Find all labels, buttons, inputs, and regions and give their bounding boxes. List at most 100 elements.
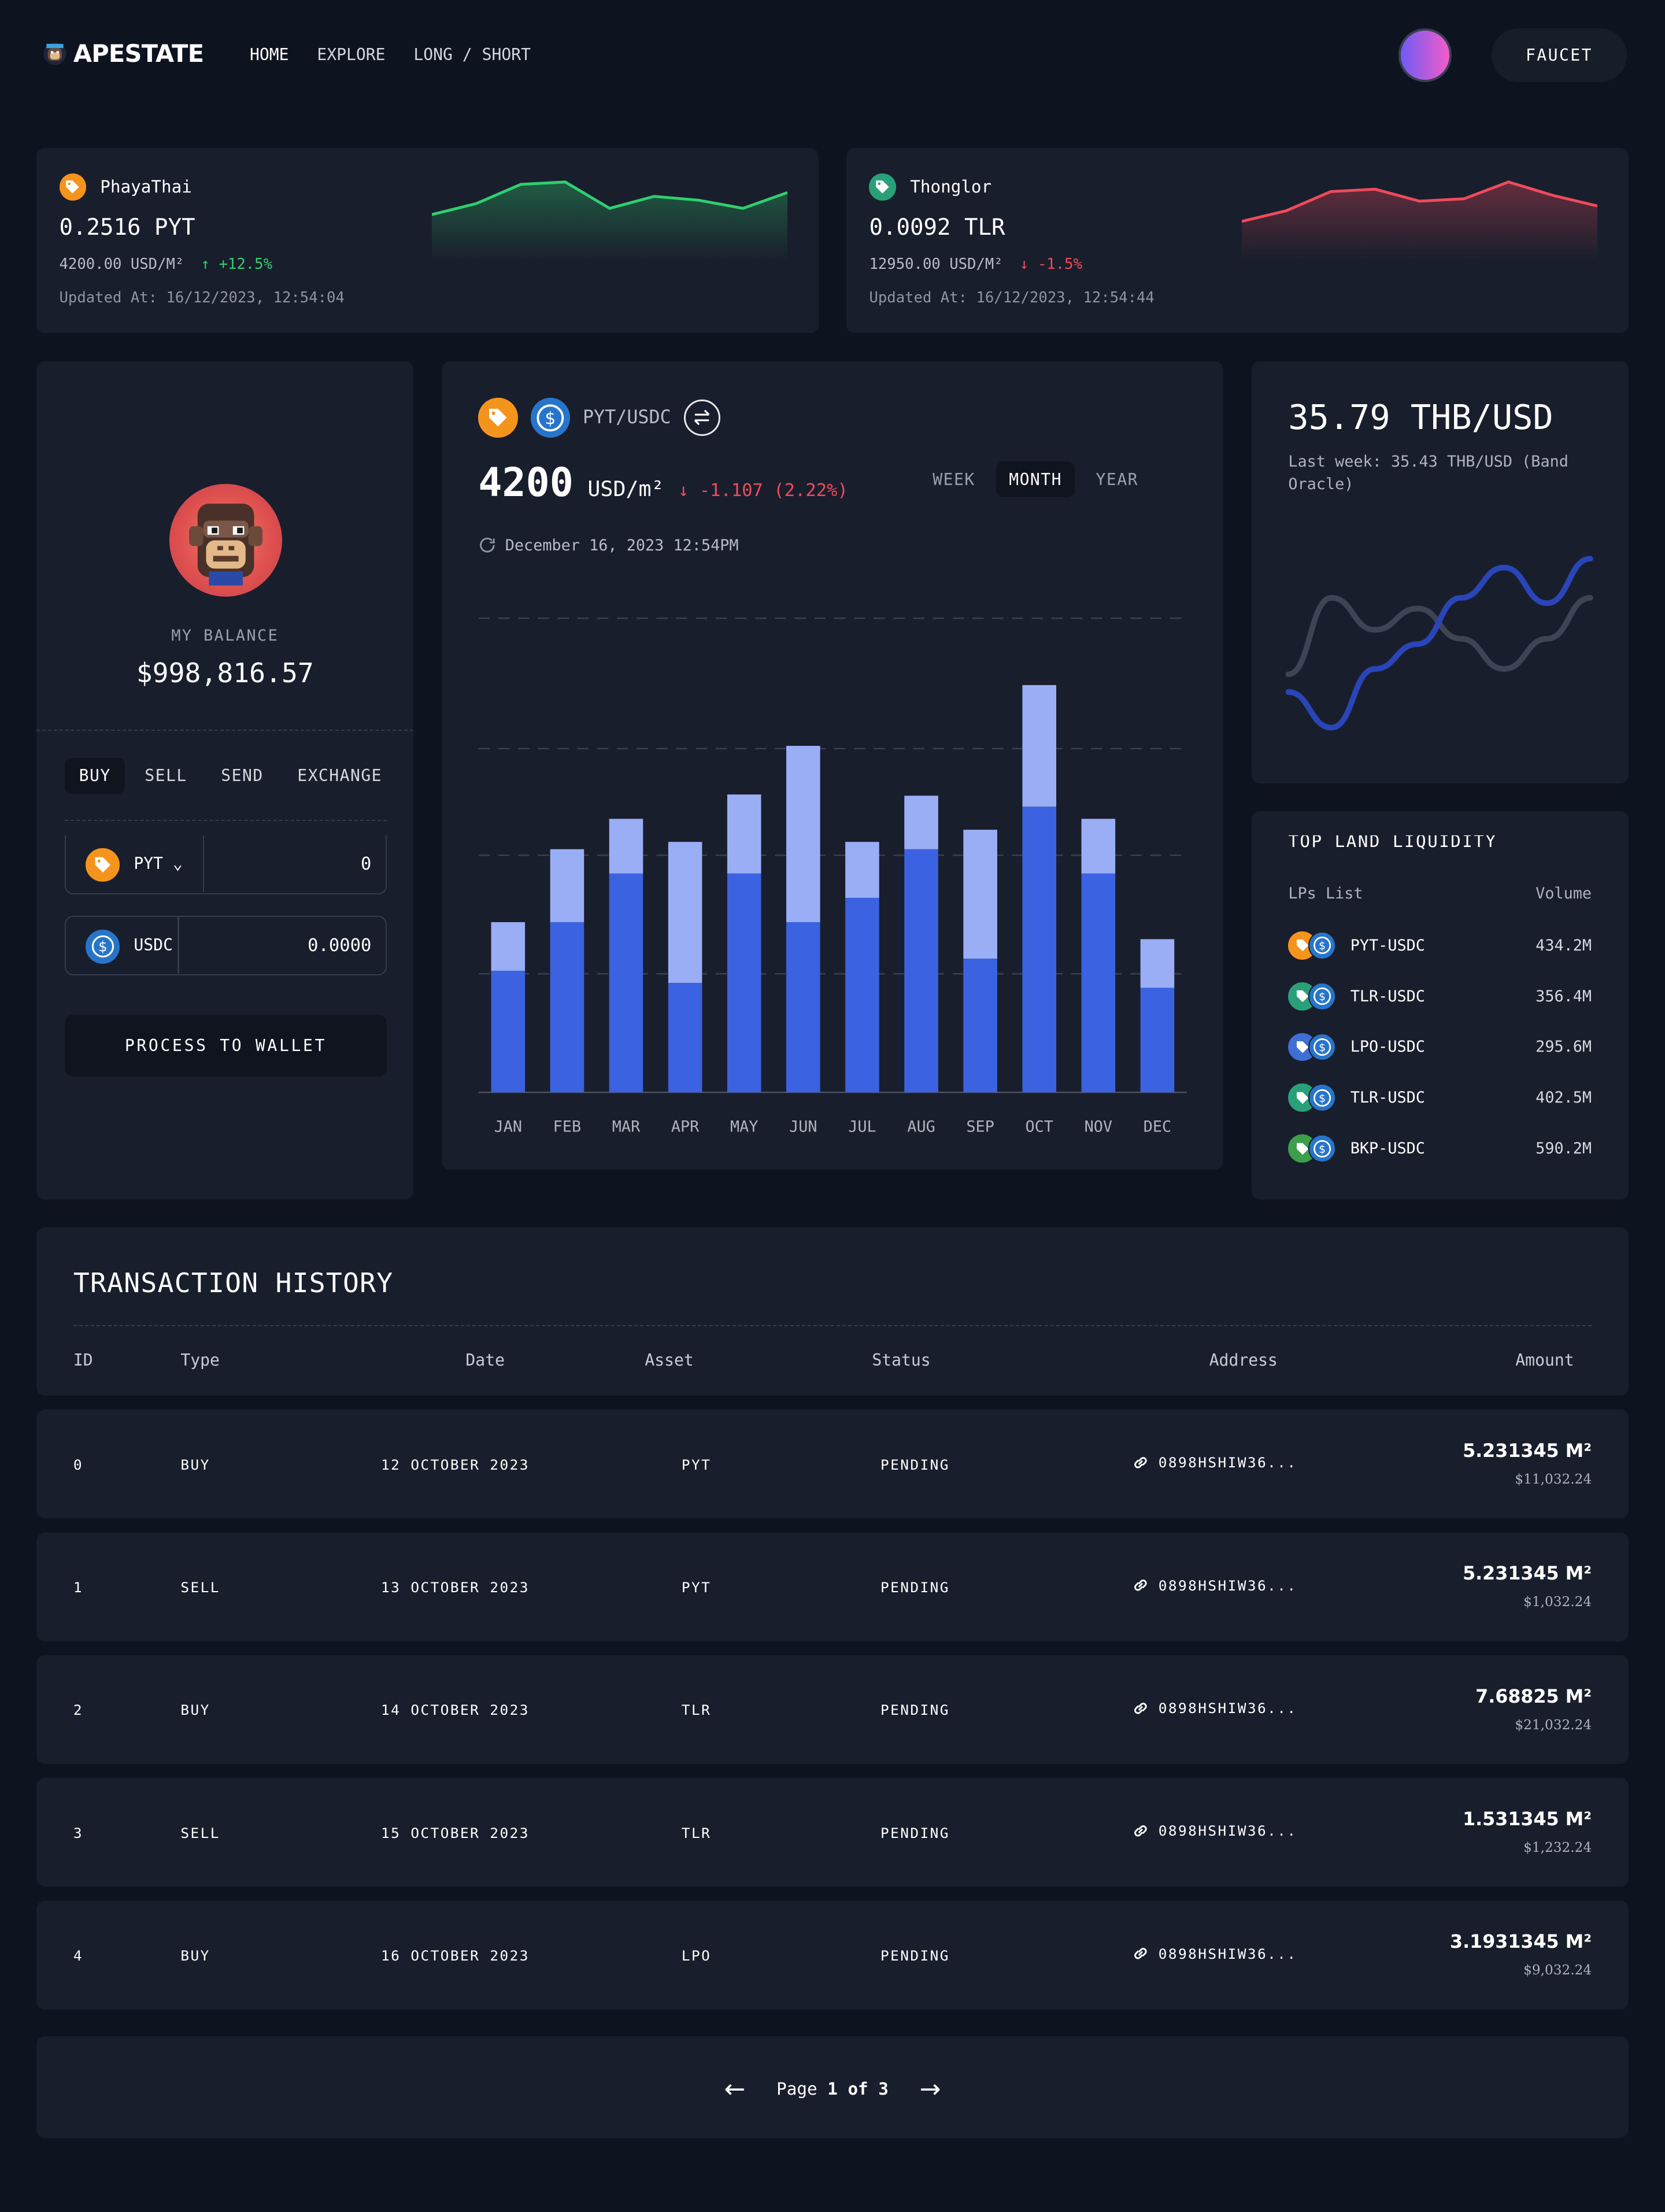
tx-address[interactable]: 0898HSHIW36...: [1131, 1699, 1297, 1718]
liquidity-row[interactable]: $ TLR-USDC 356.4M: [1288, 982, 1592, 1011]
svg-text:$: $: [1319, 1042, 1326, 1054]
nav-home[interactable]: HOME: [250, 45, 289, 65]
nav-explore[interactable]: EXPLORE: [317, 45, 386, 65]
ticker-card-thonglor[interactable]: Thonglor 0.0092 TLR 12950.00 USD/M² ↓ -1…: [846, 148, 1629, 333]
bar-dec-s1: [1140, 939, 1174, 988]
from-amount-input[interactable]: 0: [360, 853, 372, 874]
bar-jun-s1: [786, 745, 820, 922]
ticker-card-phayathai[interactable]: PhayaThai 0.2516 PYT 4200.00 USD/M² ↑ +1…: [36, 148, 819, 333]
next-page-arrow-icon[interactable]: →: [919, 2074, 941, 2104]
tx-type: SELL: [180, 1824, 220, 1841]
svg-text:$: $: [1319, 991, 1326, 1003]
price-value: 4200: [478, 460, 574, 506]
link-icon: [1134, 1457, 1148, 1468]
tx-id: 2: [73, 1701, 84, 1719]
svg-text:$: $: [1319, 940, 1326, 952]
refresh-icon[interactable]: [478, 536, 497, 554]
chart-timestamp: December 16, 2023 12:54PM: [478, 536, 739, 554]
tx-asset: LPO: [681, 1947, 712, 1965]
tag-icon: [59, 173, 86, 201]
tx-type: BUY: [180, 1701, 210, 1719]
bar-aug-s0: [904, 849, 938, 1093]
to-token-symbol: USDC: [134, 935, 173, 955]
tx-amount-m2: 5.231345 M²: [1463, 1563, 1592, 1585]
from-token-select[interactable]: PYT ⌄: [134, 853, 183, 873]
col-type: Type: [180, 1350, 220, 1370]
tab-year[interactable]: YEAR: [1096, 469, 1138, 489]
link-icon: [1134, 1825, 1148, 1837]
tx-asset: PYT: [681, 1456, 712, 1473]
bar-dec-s0: [1140, 987, 1174, 1093]
tx-date: 16 OCTOBER 2023: [380, 1947, 530, 1965]
bar-jan-s1: [491, 922, 525, 971]
nav-long-short[interactable]: LONG / SHORT: [413, 45, 531, 65]
tx-amount-m2: 7.68825 M²: [1475, 1686, 1592, 1707]
lp-pair-icon: $: [1288, 1134, 1339, 1163]
divider: [65, 820, 387, 821]
table-row[interactable]: 2 BUY 14 OCTOBER 2023 TLR PENDING 0898HSHIW36…: [36, 1655, 1629, 1764]
usdc-coin-icon: $: [1308, 982, 1337, 1011]
transaction-history-header: TRANSACTION HISTORY ID Type Date Asset S…: [36, 1227, 1629, 1396]
tx-address[interactable]: 0898HSHIW36...: [1131, 1944, 1297, 1963]
x-tick-label: JUL: [848, 1118, 876, 1135]
tx-address[interactable]: 0898HSHIW36...: [1131, 1822, 1297, 1840]
x-tick-label: MAY: [730, 1118, 758, 1135]
tx-address[interactable]: 0898HSHIW36...: [1131, 1576, 1297, 1595]
table-row[interactable]: 0 BUY 12 OCTOBER 2023 PYT PENDING 0898HSHIW36…: [36, 1410, 1629, 1519]
swap-icon[interactable]: [683, 399, 721, 437]
table-row[interactable]: 4 BUY 16 OCTOBER 2023 LPO PENDING 0898HSHIW36…: [36, 1900, 1629, 2010]
thb-last-week: Last week: 35.43 THB/USD (Band Oracle): [1288, 452, 1568, 493]
tab-sell[interactable]: SELL: [145, 766, 187, 786]
faucet-button[interactable]: FAUCET: [1491, 28, 1627, 82]
liquidity-row[interactable]: $ PYT-USDC 434.2M: [1288, 931, 1592, 960]
trade-tabs: BUY SELL SEND EXCHANGE: [65, 757, 396, 794]
table-row[interactable]: 1 SELL 13 OCTOBER 2023 PYT PENDING 0898HSHIW3…: [36, 1532, 1629, 1641]
liquidity-row[interactable]: $ TLR-USDC 402.5M: [1288, 1083, 1592, 1112]
tab-send[interactable]: SEND: [221, 766, 264, 786]
tag-icon: [869, 173, 896, 201]
bar-apr-s1: [668, 841, 702, 983]
bar-jun-s0: [786, 922, 820, 1093]
monthly-bar-chart: JAN FEB MAR APR MAY JUN JUL AUG SEP OCT NOV DEC: [478, 617, 1187, 1135]
svg-text:$: $: [1319, 1093, 1326, 1105]
price-chart-card: $ PYT/USDC 4200 USD/m² ↓ -1.107 (2.22%) …: [441, 361, 1224, 1170]
tab-buy[interactable]: BUY: [65, 757, 125, 794]
bar-apr-s0: [668, 982, 702, 1093]
tab-week[interactable]: WEEK: [933, 469, 975, 489]
col-amount: Amount: [1515, 1350, 1574, 1370]
table-row[interactable]: 3 SELL 15 OCTOBER 2023 TLR PENDING 0898HSHIW3…: [36, 1778, 1629, 1887]
col-id: ID: [73, 1350, 93, 1370]
tx-address[interactable]: 0898HSHIW36...: [1131, 1453, 1297, 1472]
sparkline-area: [431, 182, 787, 261]
tx-date: 13 OCTOBER 2023: [380, 1579, 530, 1596]
prev-page-arrow-icon[interactable]: ←: [724, 2074, 746, 2104]
arrow-down-icon: ↓: [1020, 255, 1038, 273]
liquidity-card: TOP LAND LIQUIDITY LPs List Volume $ PYT-…: [1251, 811, 1629, 1200]
lp-volume: 590.2M: [1536, 1140, 1592, 1158]
sparkline-line: [431, 180, 787, 216]
ticker-usd-row: 12950.00 USD/M² ↓ -1.5%: [869, 256, 1082, 273]
price-change: ↓ -1.107 (2.22%): [678, 480, 848, 501]
lp-volume: 295.6M: [1536, 1038, 1592, 1056]
brand-logo[interactable]: APESTATE: [42, 39, 204, 68]
pair-label: PYT/USDC: [582, 407, 671, 428]
pair-header: $ PYT/USDC: [478, 398, 721, 438]
usdc-coin-icon: $: [1308, 1083, 1337, 1112]
tx-amount-m2: 1.531345 M²: [1463, 1808, 1592, 1830]
lp-name: TLR-USDC: [1350, 1089, 1425, 1107]
tab-month[interactable]: MONTH: [996, 461, 1075, 498]
to-amount-input[interactable]: 0.0000: [308, 935, 372, 956]
tx-amount-usd: $1,032.24: [1523, 1594, 1592, 1610]
ticker-change: ↑ +12.5%: [201, 255, 272, 273]
tx-type: BUY: [180, 1947, 210, 1965]
tab-exchange[interactable]: EXCHANGE: [297, 766, 383, 786]
tx-amount-usd: $1,232.24: [1523, 1840, 1592, 1856]
tx-type: BUY: [180, 1456, 210, 1473]
process-to-wallet-button[interactable]: PROCESS TO WALLET: [65, 1014, 387, 1077]
liquidity-row[interactable]: $ BKP-USDC 590.2M: [1288, 1134, 1592, 1163]
pyt-coin-icon: [478, 398, 518, 438]
liquidity-row[interactable]: $ LPO-USDC 295.6M: [1288, 1033, 1592, 1061]
user-avatar[interactable]: [1398, 28, 1452, 82]
ticker-updated: Updated At: 16/12/2023, 12:54:04: [59, 289, 345, 307]
